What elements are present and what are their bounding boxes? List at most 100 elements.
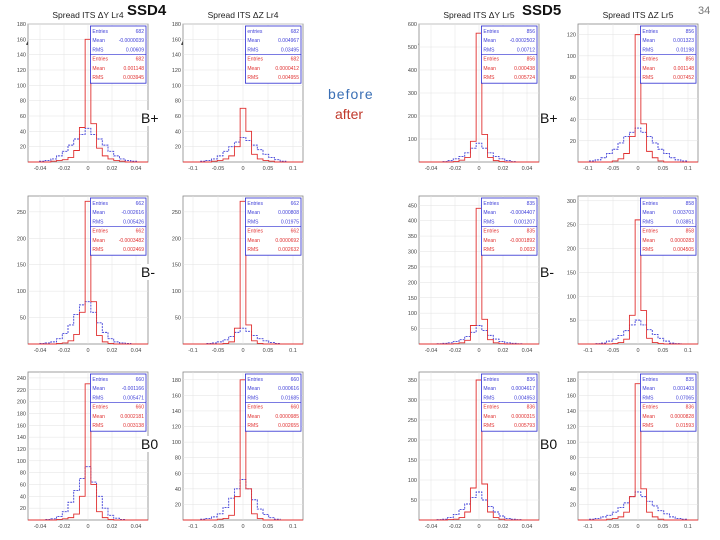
y-tick-label: 100 <box>408 478 417 484</box>
x-tick-label: 0 <box>636 166 639 172</box>
y-tick-label: 400 <box>408 219 417 225</box>
histogram-before <box>578 319 698 345</box>
x-tick-label: -0.1 <box>188 348 197 354</box>
y-tick-label: 20 <box>175 145 181 151</box>
stats-value: 835 <box>686 377 695 383</box>
y-tick-label: 60 <box>570 471 576 477</box>
y-tick-label: 50 <box>411 498 417 504</box>
stats-label: Mean <box>247 210 260 216</box>
y-tick-label: 120 <box>17 447 26 453</box>
stats-value: 835 <box>527 201 536 207</box>
y-tick-label: 160 <box>172 37 181 43</box>
stats-value: 0.005724 <box>514 75 535 81</box>
stats-value: 0.002632 <box>278 247 299 253</box>
stats-value: -0.002616 <box>121 210 144 216</box>
histogram-panel: 350 300 250 200 150 100 50 -0.04 -0.02 0 0.02 0.04 E… <box>393 366 543 534</box>
stats-value: 0.007452 <box>673 75 694 81</box>
stats-value: 0.005793 <box>514 423 535 429</box>
stats-label: Mean <box>247 238 260 244</box>
stats-value: 836 <box>686 405 695 411</box>
stats-label: Entries <box>642 29 658 35</box>
histogram-svg: 250 200 150 100 50 -0.1 -0.05 0 0.05 0.1 Entries 66… <box>172 195 304 354</box>
y-tick-label: 150 <box>408 296 417 302</box>
histogram-panel: Spread ITS ΔZ Lr5 120 100 80 60 40 20 -0.1 -0.05… <box>552 8 702 176</box>
histogram-before <box>28 127 148 163</box>
y-tick-label: 120 <box>567 33 576 39</box>
x-tick-label: 0.02 <box>107 166 118 172</box>
x-tick-label: -0.02 <box>58 166 71 172</box>
y-tick-label: 150 <box>172 263 181 269</box>
x-tick-label: 0.04 <box>522 524 533 530</box>
x-tick-label: 0 <box>241 166 244 172</box>
ssd4-label: SSD4 <box>127 2 167 19</box>
histogram-svg: 350 300 250 200 150 100 50 -0.04 -0.02 0 0.02 0.04 E… <box>408 371 540 530</box>
x-tick-label: 0.02 <box>498 166 509 172</box>
y-tick-label: 100 <box>17 289 26 295</box>
y-tick-label: 350 <box>408 234 417 240</box>
histogram-svg: Spread ITS ΔZ Lr4 180 160 140 120 100 80 60 40 20… <box>172 10 304 172</box>
x-tick-label: 0.05 <box>658 166 669 172</box>
stats-label: Mean <box>483 66 496 72</box>
legend-before: before <box>328 86 374 102</box>
stats-value: 682 <box>136 29 145 35</box>
stats-label: Mean <box>92 210 105 216</box>
page-number: 34 <box>698 5 711 17</box>
stats-label: Mean <box>247 66 260 72</box>
stats-value: 662 <box>136 229 145 235</box>
y-tick-label: 40 <box>20 494 26 500</box>
histogram-after <box>28 38 148 163</box>
x-tick-label: 0 <box>477 166 480 172</box>
x-tick-label: 0.1 <box>684 348 692 354</box>
x-tick-label: -0.05 <box>607 348 620 354</box>
stats-label: RMS <box>92 247 104 253</box>
stats-label: Entries <box>92 57 108 63</box>
stats-value: 856 <box>686 29 695 35</box>
x-tick-label: -0.1 <box>188 524 197 530</box>
histogram-panel: 250 200 150 100 50 -0.04 -0.02 0 0.02 0.04 Entries… <box>2 190 152 358</box>
stats-label: RMS <box>92 423 104 429</box>
stats-label: Mean <box>483 210 496 216</box>
y-tick-label: 240 <box>17 376 26 382</box>
y-tick-label: 100 <box>567 294 576 300</box>
y-tick-label: 140 <box>567 409 576 415</box>
y-tick-label: 300 <box>408 250 417 256</box>
stats-value: 0.001323 <box>673 38 694 44</box>
stats-label: RMS <box>92 47 104 53</box>
stats-label: Entries <box>642 57 658 63</box>
histogram-svg: Spread ITS ΔY Lr4 180 160 140 120 100 80 60 40 20… <box>17 10 149 172</box>
y-tick-label: 180 <box>172 22 181 28</box>
stats-label: Mean <box>247 38 260 44</box>
stats-label: RMS <box>247 423 259 429</box>
y-tick-label: 220 <box>17 388 26 394</box>
chart-title: Spread ITS ΔY Lr5 <box>443 10 514 20</box>
stats-value: -0.0001892 <box>510 238 536 244</box>
y-tick-label: 80 <box>20 99 26 105</box>
y-tick-label: 150 <box>408 458 417 464</box>
y-tick-label: 60 <box>20 482 26 488</box>
stats-label: Mean <box>483 386 496 392</box>
y-tick-label: 100 <box>172 440 181 446</box>
y-tick-label: 140 <box>172 409 181 415</box>
y-tick-label: 80 <box>175 99 181 105</box>
y-tick-label: 40 <box>20 129 26 135</box>
x-tick-label: 0.05 <box>263 348 274 354</box>
stats-label: Entries <box>483 201 499 207</box>
x-tick-label: -0.05 <box>607 524 620 530</box>
x-tick-label: -0.1 <box>583 348 592 354</box>
histogram-after <box>183 107 303 163</box>
stats-label: RMS <box>483 395 495 401</box>
stats-value: 0.07065 <box>676 395 694 401</box>
histogram-panel: 450 400 350 300 250 200 150 100 50 -0.04 -0.02 0 0.0… <box>393 190 543 358</box>
stats-value: 660 <box>136 377 145 383</box>
stats-label: Entries <box>642 377 658 383</box>
stats-label: Entries <box>92 201 108 207</box>
stats-value: 0.004955 <box>278 75 299 81</box>
x-tick-label: -0.1 <box>583 166 592 172</box>
stats-label: RMS <box>247 75 259 81</box>
y-tick-label: 80 <box>570 75 576 81</box>
row-label-bplus-ssd4: B+ <box>141 110 159 126</box>
stats-value: 0.001403 <box>673 386 694 392</box>
x-tick-label: 0.02 <box>107 524 118 530</box>
stats-value: 0.003945 <box>123 75 144 81</box>
stats-label: RMS <box>247 219 259 225</box>
